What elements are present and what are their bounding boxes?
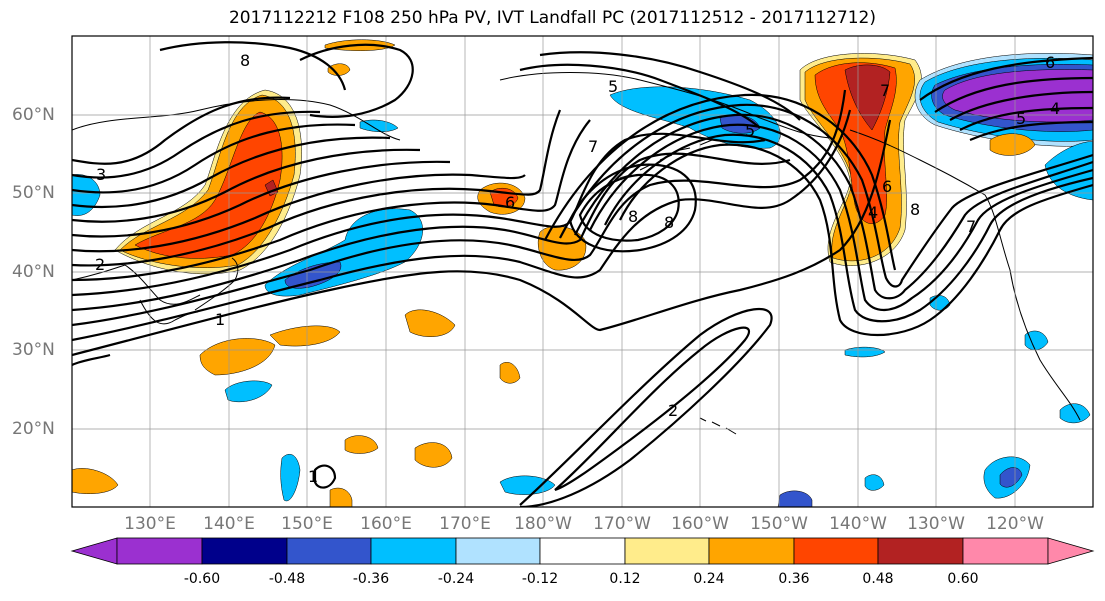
map-panel: 8 3 2 1 6 7 8 5 2 1 6 7 8 4 6 5 4 7 5 8 [72, 36, 1093, 507]
colorbar-seg [116, 537, 203, 565]
colorbar-tick: 0.36 [778, 571, 810, 587]
shade-ne-dark [844, 64, 891, 131]
shade-misc-22 [864, 474, 885, 491]
shade-misc-23 [359, 119, 399, 132]
colorbar-tick: -0.36 [352, 571, 390, 587]
shade-misc-6 [414, 442, 453, 468]
map-frame [71, 35, 1094, 508]
lon-label: 180°W [514, 514, 572, 534]
shade-misc-19 [72, 468, 119, 494]
colorbar-tick: 0.48 [862, 571, 894, 587]
contour-label: 1 [215, 310, 225, 329]
contour-label: 4 [868, 203, 878, 222]
colorbar-tick: 0.24 [693, 571, 725, 587]
lon-label: 170°E [439, 514, 491, 534]
colorbar-seg [708, 537, 795, 565]
contour-label: 6 [882, 177, 892, 196]
lat-label: 60°N [12, 105, 55, 125]
shade-misc-15 [844, 346, 886, 358]
shade-misc-13 [999, 467, 1023, 488]
colorbar [70, 537, 1095, 565]
colorbar-seg [70, 537, 118, 565]
lon-label: 130°E [124, 514, 176, 534]
contour-label: 3 [96, 165, 106, 184]
shade-misc-8 [327, 63, 351, 76]
lon-label: 140°W [829, 514, 887, 534]
colorbar-tick: -0.48 [268, 571, 306, 587]
shade-misc-16 [929, 295, 951, 311]
contour-label: 5 [1016, 109, 1026, 128]
shade-misc-2 [269, 325, 341, 347]
shade-misc-11 [499, 475, 556, 495]
shade-misc-5 [344, 435, 379, 454]
lon-label: 170°W [593, 514, 651, 534]
shade-misc-4 [499, 362, 521, 384]
shade-misc-20 [777, 490, 813, 507]
colorbar-seg [624, 537, 710, 565]
lon-label: 160°E [360, 514, 412, 534]
contour-label: 1 [308, 467, 318, 486]
contour-label: 5 [745, 121, 755, 140]
lon-label: 120°W [986, 514, 1044, 534]
shade-misc-9 [224, 380, 273, 403]
colorbar-seg [539, 537, 626, 565]
shade-misc-3 [404, 309, 456, 337]
colorbar-seg [1047, 537, 1095, 565]
colorbar-seg [286, 537, 372, 565]
contour-label: 7 [588, 137, 598, 156]
contour-label: 2 [668, 401, 678, 420]
lat-label: 50°N [12, 183, 55, 203]
contour-labels: 8 3 2 1 6 7 8 5 2 1 6 7 8 4 6 5 4 7 5 8 [95, 51, 1060, 486]
lat-label: 20°N [12, 419, 55, 439]
colorbar-seg [877, 537, 964, 565]
lon-label: 150°W [750, 514, 808, 534]
shade-wus-orange [989, 133, 1036, 156]
lat-label: 40°N [12, 262, 55, 282]
colorbar-seg [793, 537, 879, 565]
coast-alaska [499, 72, 831, 139]
lon-label: 150°E [281, 514, 333, 534]
contour-label: 4 [1050, 99, 1060, 118]
colorbar-tick: -0.12 [521, 571, 559, 587]
colorbar-seg [370, 537, 457, 565]
shade-misc-10 [280, 454, 301, 502]
shade-misc-1 [199, 338, 276, 376]
colorbar-tick: 0.60 [947, 571, 979, 587]
contour-label: 8 [628, 207, 638, 226]
lat-label: 30°N [12, 340, 55, 360]
colorbar-seg [455, 537, 541, 565]
shade-misc-21 [329, 487, 353, 507]
contour-label: 6 [1045, 53, 1055, 72]
map-title: 2017112212 F108 250 hPa PV, IVT Landfall… [228, 8, 876, 28]
contour-label: 6 [505, 193, 515, 212]
lon-label: 160°W [671, 514, 729, 534]
colorbar-tick: 0.12 [609, 571, 641, 587]
contour-label: 8 [664, 213, 674, 232]
contour-label: 8 [910, 200, 920, 219]
shade-misc-17 [1024, 330, 1049, 351]
lon-label: 140°E [203, 514, 255, 534]
pv-contours [72, 41, 1093, 507]
contour-label: 7 [880, 81, 890, 100]
contour-label: 2 [95, 255, 105, 274]
hawaii [699, 417, 737, 435]
contour-label: 7 [966, 217, 976, 236]
colorbar-seg [962, 537, 1049, 565]
colorbar-tick: -0.60 [183, 571, 221, 587]
colorbar-tick: -0.24 [437, 571, 475, 587]
colorbar-seg [201, 537, 288, 565]
shade-misc-14 [1059, 403, 1091, 424]
contour-label: 8 [240, 51, 250, 70]
lon-label: 130°W [907, 514, 965, 534]
contour-label: 5 [608, 77, 618, 96]
